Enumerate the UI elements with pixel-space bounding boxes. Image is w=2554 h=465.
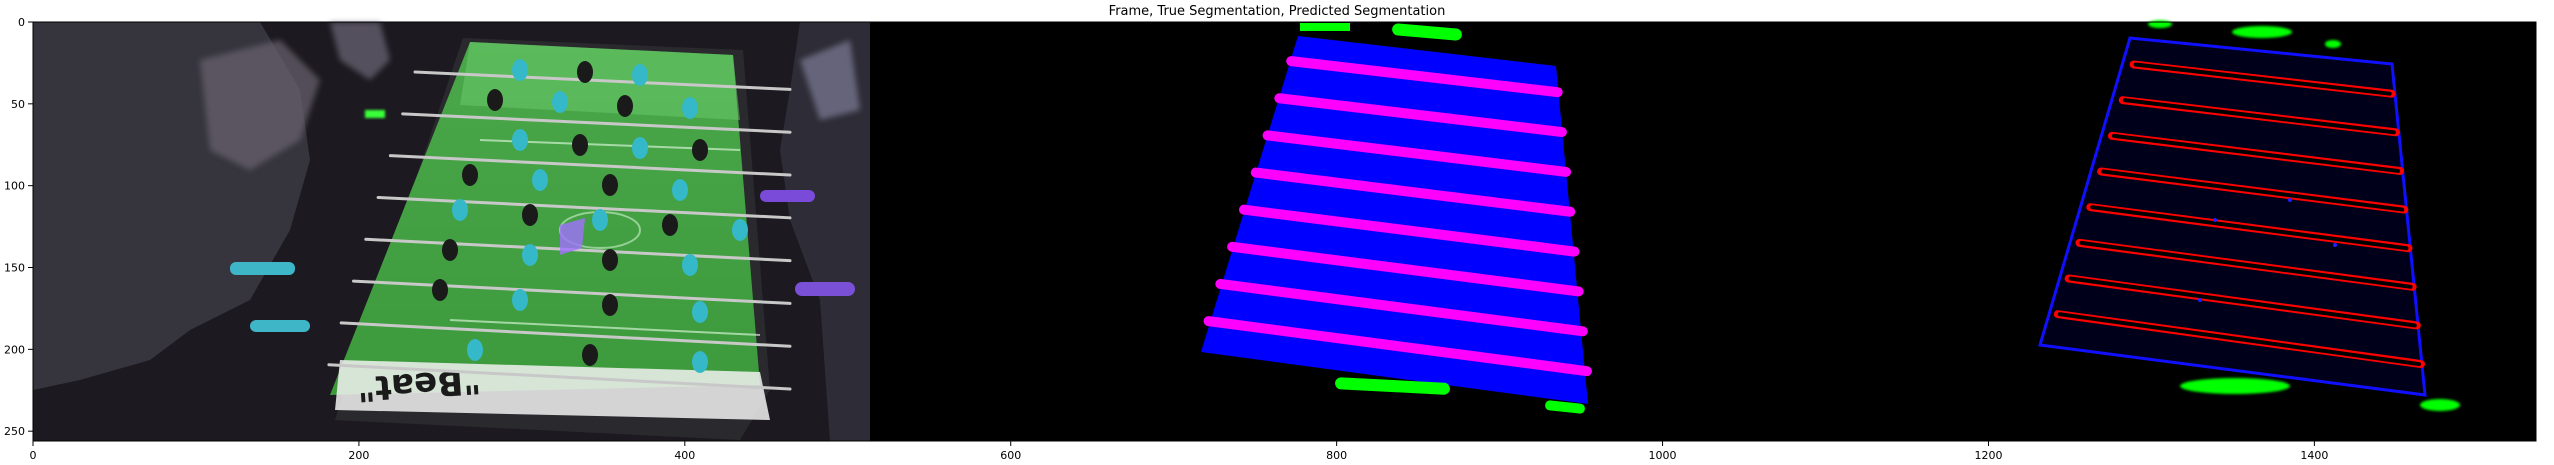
panel-predicted-segmentation: [1704, 20, 2536, 441]
predicted-rod-inner: [2090, 205, 2409, 251]
predicted-rod-inner: [2068, 276, 2417, 328]
x-tick-label: 1400: [2300, 449, 2328, 462]
foosball-player: [432, 279, 448, 301]
foosball-player: [617, 95, 633, 117]
foosball-player: [592, 209, 608, 231]
frame-rod: [339, 321, 792, 348]
predicted-rod-inner: [2122, 98, 2396, 135]
foosball-field: [330, 42, 760, 395]
frame-rods: [327, 70, 792, 391]
true-rod: [1238, 204, 1580, 257]
frame-ball-highlight: [560, 218, 585, 255]
x-tick-label: 1200: [1974, 449, 2002, 462]
foosball-player: [692, 301, 708, 323]
predicted-rod-inner: [2101, 169, 2405, 212]
y-axis: 0 50 100 150 200 250: [4, 16, 33, 438]
true-goal-top-1: [1300, 23, 1350, 31]
foosball-player: [582, 344, 598, 366]
predicted-rods: [2053, 60, 2425, 369]
true-rod: [1274, 93, 1567, 138]
foosball-player: [692, 351, 708, 373]
x-tick-label: 1000: [1649, 449, 1677, 462]
foosball-player: [632, 137, 648, 159]
frame-rod: [364, 237, 792, 263]
foosball-player: [732, 219, 748, 241]
frame-rod: [388, 154, 792, 177]
frame-purple-marker: [760, 190, 815, 202]
y-tick-label: 100: [4, 180, 25, 193]
foosball-player: [672, 179, 688, 201]
foosball-player: [572, 134, 588, 156]
true-goal-bottom-1: [1335, 377, 1450, 395]
frame-rod: [401, 112, 792, 134]
foosball-player: [632, 64, 648, 86]
frame-rod: [413, 70, 792, 91]
foosball-player: [682, 254, 698, 276]
pred-goal-bottom-2: [2420, 399, 2460, 411]
true-rod: [1215, 278, 1588, 337]
x-axis: 0 200 400 600 800 1000 1200 1400: [30, 441, 2328, 462]
foosball-player: [552, 91, 568, 113]
true-rod: [1250, 167, 1576, 217]
y-tick-label: 150: [4, 262, 25, 275]
foosball-player: [512, 129, 528, 151]
frame-green-marker: [365, 110, 385, 118]
foosball-player: [522, 204, 538, 226]
foosball-player: [467, 339, 483, 361]
foosball-player: [577, 61, 593, 83]
foosball-player: [692, 139, 708, 161]
predicted-rod-inner: [2111, 133, 2401, 173]
y-tick-label: 200: [4, 343, 25, 356]
frame-players: [432, 59, 748, 373]
foosball-player: [532, 169, 548, 191]
panel-true-segmentation: [870, 22, 1704, 441]
y-tick-label: 0: [18, 16, 25, 29]
frame-rod: [352, 279, 792, 305]
foosball-player: [452, 199, 468, 221]
foosball-player: [602, 249, 618, 271]
foosball-player: [512, 59, 528, 81]
foosball-player: [442, 239, 458, 261]
pred-goal-top-2: [2232, 26, 2292, 38]
true-goal-top-2: [1392, 23, 1462, 41]
x-tick-label: 800: [1326, 449, 1347, 462]
true-rod: [1262, 130, 1572, 177]
frame-rod: [376, 195, 792, 220]
x-tick-label: 0: [30, 449, 37, 462]
foosball-player: [522, 244, 538, 266]
foosball-player: [512, 289, 528, 311]
x-tick-label: 400: [674, 449, 695, 462]
person-right: [780, 22, 870, 441]
foosball-player: [487, 89, 503, 111]
frame-rod: [327, 363, 792, 391]
foosball-player: [682, 97, 698, 119]
pred-goal-bottom-1: [2180, 378, 2290, 394]
foosball-player: [462, 164, 478, 186]
true-goal-bottom-2: [1545, 400, 1585, 414]
x-tick-label: 600: [1000, 449, 1021, 462]
true-rod: [1286, 56, 1563, 98]
predicted-rod-inner: [2079, 240, 2413, 289]
y-tick-label: 50: [11, 98, 25, 111]
axes-frame: [32, 21, 2537, 442]
predicted-rod-inner: [2133, 62, 2392, 96]
figure-title: Frame, True Segmentation, Predicted Segm…: [1108, 4, 1446, 19]
x-tick-label: 200: [348, 449, 369, 462]
true-rods: [1203, 56, 1592, 377]
pred-goal-top-1: [2148, 20, 2172, 28]
true-rod: [1203, 316, 1592, 377]
panel-frame: "Beat": [33, 22, 870, 441]
foosball-player: [602, 294, 618, 316]
predicted-rod-inner: [2057, 312, 2421, 367]
y-tick-label: 250: [4, 425, 25, 438]
foosball-player: [662, 214, 678, 236]
true-rod: [1227, 241, 1584, 297]
foosball-player: [602, 174, 618, 196]
